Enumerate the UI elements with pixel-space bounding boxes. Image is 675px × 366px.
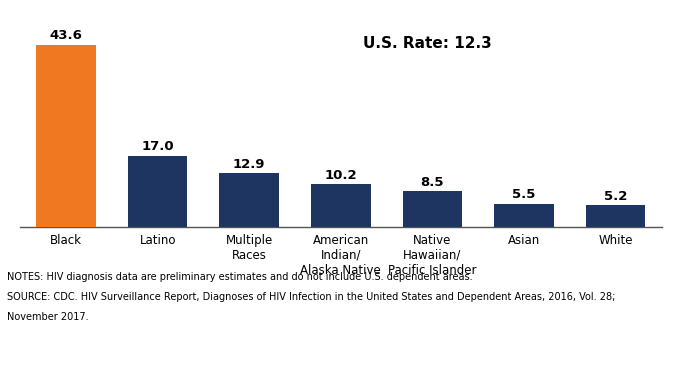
Text: 43.6: 43.6 [50, 30, 82, 42]
Text: NOTES: HIV diagnosis data are preliminary estimates and do not include U.S. depe: NOTES: HIV diagnosis data are preliminar… [7, 272, 472, 282]
Text: 10.2: 10.2 [325, 169, 357, 182]
Bar [494, 204, 554, 227]
Bar [219, 173, 279, 227]
Text: KAISER: KAISER [578, 296, 633, 310]
Text: 8.5: 8.5 [421, 176, 444, 189]
Text: 5.2: 5.2 [604, 190, 627, 203]
Bar [128, 156, 188, 227]
Bar [311, 184, 371, 227]
Text: FOUNDATION: FOUNDATION [585, 336, 627, 341]
Text: SOURCE: CDC. HIV Surveillance Report, Diagnoses of HIV Infection in the United S: SOURCE: CDC. HIV Surveillance Report, Di… [7, 292, 615, 302]
Bar [36, 45, 96, 227]
Text: U.S. Rate: 12.3: U.S. Rate: 12.3 [363, 36, 492, 51]
Text: 5.5: 5.5 [512, 188, 536, 201]
Text: 17.0: 17.0 [141, 141, 174, 153]
Text: 12.9: 12.9 [233, 158, 265, 171]
Text: THE HENRY J.: THE HENRY J. [584, 283, 628, 288]
Bar [586, 205, 645, 227]
Text: November 2017.: November 2017. [7, 312, 88, 322]
Bar [403, 191, 462, 227]
Text: FAMILY: FAMILY [580, 314, 632, 327]
